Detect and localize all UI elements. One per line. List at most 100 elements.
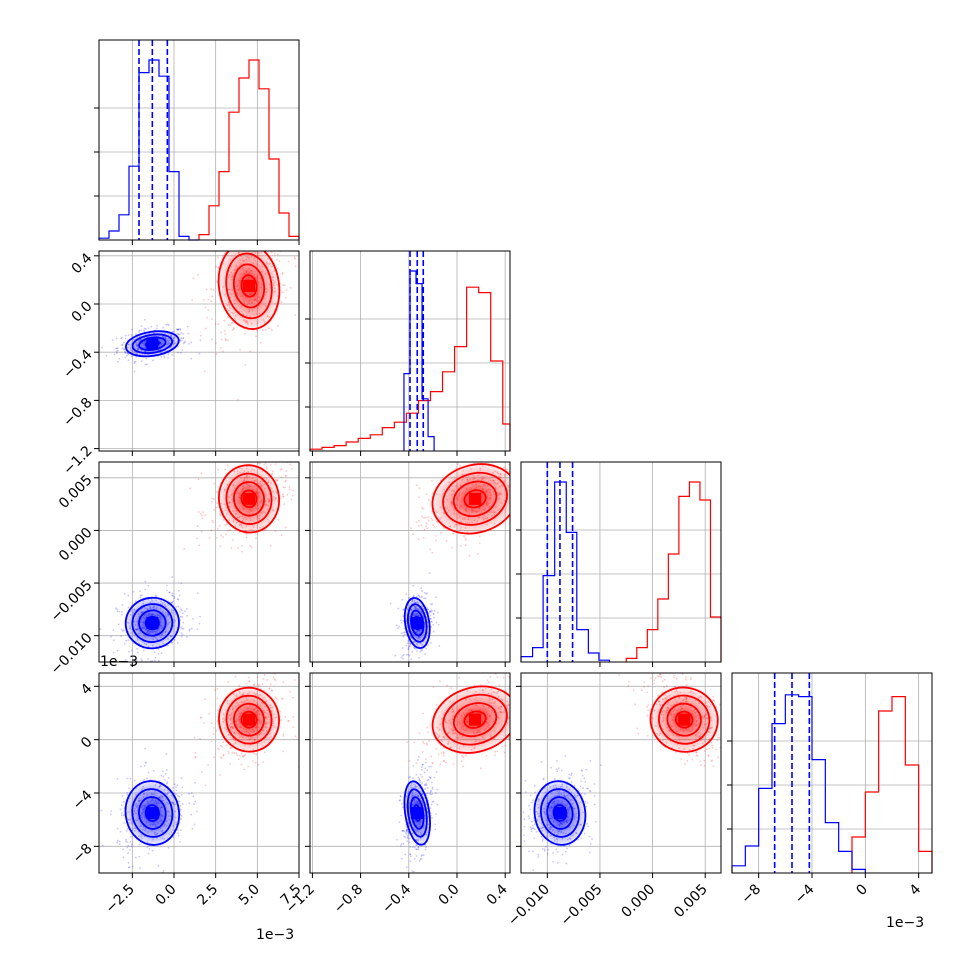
sample-point <box>522 508 524 510</box>
sample-point <box>439 532 442 534</box>
sample-point <box>111 339 114 342</box>
sample-point <box>176 598 179 600</box>
sample-point <box>258 684 261 687</box>
sample-point <box>127 359 130 362</box>
sample-point <box>526 485 528 487</box>
sample-point <box>199 615 201 618</box>
sample-point <box>426 787 429 789</box>
sample-point <box>219 545 222 548</box>
sample-point <box>147 657 150 660</box>
sample-point <box>426 527 429 530</box>
sample-point <box>212 498 215 501</box>
sample-point <box>227 324 230 326</box>
sample-point <box>142 666 144 668</box>
sample-point <box>125 639 128 642</box>
sample-point <box>241 550 243 553</box>
sample-point <box>423 591 426 594</box>
sample-point <box>217 528 219 530</box>
sample-point <box>145 761 148 763</box>
sample-point <box>408 642 411 645</box>
sample-point <box>512 474 514 476</box>
sample-point <box>127 852 130 854</box>
sample-point <box>196 810 198 813</box>
sample-point <box>131 328 133 331</box>
sample-point <box>253 683 256 686</box>
sample-point <box>504 744 507 747</box>
sample-point <box>462 756 465 759</box>
sample-point <box>208 712 211 715</box>
sample-point <box>283 284 286 286</box>
sample-point <box>580 780 582 783</box>
sample-point <box>530 828 533 831</box>
sample-point <box>273 252 276 255</box>
sample-point <box>397 627 399 630</box>
sample-point <box>531 700 533 702</box>
sample-point <box>462 765 464 768</box>
sample-point <box>431 801 434 803</box>
sample-point <box>291 242 293 244</box>
sample-point <box>409 775 411 778</box>
sample-point <box>425 525 427 528</box>
sample-point <box>257 763 260 766</box>
sample-point <box>542 500 544 502</box>
sample-point <box>415 773 418 776</box>
sample-point <box>428 610 431 613</box>
sample-point <box>229 762 232 765</box>
sample-point <box>185 607 188 610</box>
sample-point <box>171 354 174 356</box>
sample-point <box>217 323 220 326</box>
sample-point <box>435 535 438 537</box>
sample-point <box>294 314 297 316</box>
sample-point <box>291 494 294 497</box>
sample-point <box>429 793 432 796</box>
sample-point <box>431 551 434 554</box>
sample-point <box>588 851 591 854</box>
sample-point <box>405 829 408 832</box>
sample-point <box>425 784 428 787</box>
sample-point <box>513 711 515 713</box>
sample-point <box>541 484 543 486</box>
sample-point <box>250 454 252 456</box>
sample-point <box>292 726 295 729</box>
sample-point <box>127 594 130 597</box>
sample-point <box>435 747 438 750</box>
sample-point <box>421 853 424 856</box>
sample-point <box>407 648 410 651</box>
sample-point <box>524 476 526 478</box>
sample-point <box>403 631 406 634</box>
sample-point <box>185 636 188 638</box>
sample-point <box>458 676 461 679</box>
sample-point <box>163 356 166 359</box>
sample-point <box>528 817 531 820</box>
sample-point <box>281 273 284 275</box>
sample-point <box>406 829 408 832</box>
sample-point <box>236 248 238 250</box>
sample-point <box>286 670 288 672</box>
sample-point <box>217 747 219 750</box>
sample-point <box>512 468 514 470</box>
sample-point <box>425 522 428 525</box>
sample-point <box>130 355 133 358</box>
sample-point <box>128 787 130 790</box>
density-peak-blue-3-0 <box>146 807 159 819</box>
sample-point <box>119 830 122 833</box>
sample-point <box>543 848 546 851</box>
sample-point <box>180 632 183 634</box>
sample-point <box>524 468 526 470</box>
x-tick-label-1-3: 0.0 <box>436 881 463 908</box>
sample-point <box>262 761 265 763</box>
sample-point <box>254 442 256 444</box>
sample-point <box>550 766 553 769</box>
panel-0-0 <box>94 39 300 245</box>
sample-point <box>189 487 192 490</box>
sample-point <box>420 587 423 590</box>
sample-point <box>464 537 467 540</box>
sample-point <box>415 484 418 487</box>
sample-point <box>110 810 113 812</box>
sample-point <box>238 248 240 250</box>
sample-point <box>593 783 596 785</box>
sample-point <box>100 809 103 812</box>
sample-point <box>279 225 281 227</box>
sample-point <box>493 449 495 451</box>
sample-point <box>586 787 589 790</box>
